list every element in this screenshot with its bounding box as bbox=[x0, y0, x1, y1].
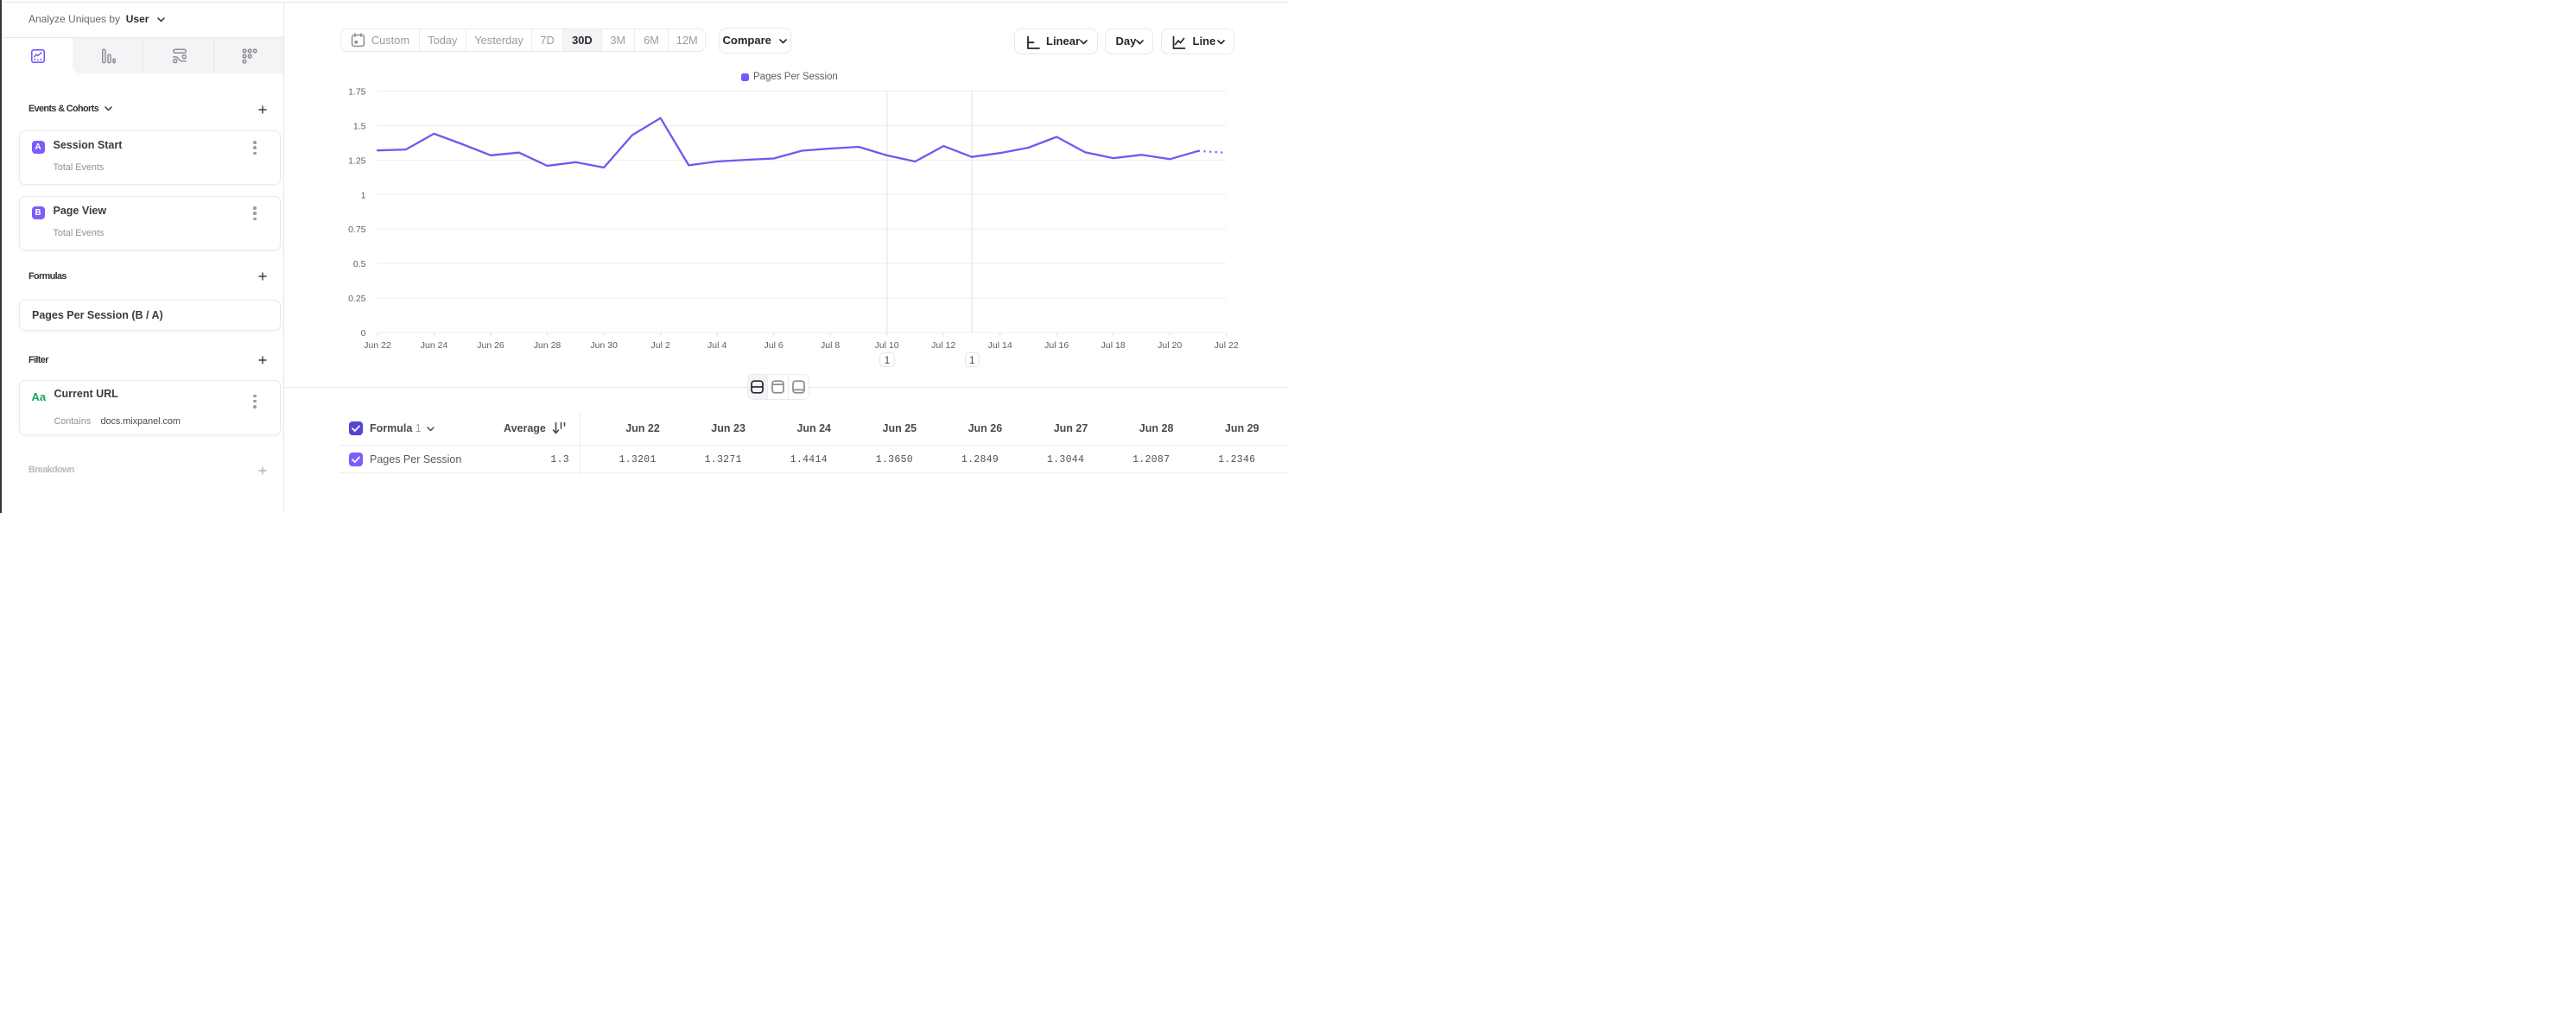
svg-text:Jul 10: Jul 10 bbox=[875, 340, 899, 351]
svg-text:0.25: 0.25 bbox=[348, 294, 366, 304]
svg-text:Jul 4: Jul 4 bbox=[707, 340, 726, 351]
svg-text:Jul 20: Jul 20 bbox=[1158, 340, 1182, 351]
svg-text:0.5: 0.5 bbox=[353, 259, 366, 269]
svg-text:Jun 22: Jun 22 bbox=[364, 340, 391, 351]
svg-text:1: 1 bbox=[361, 190, 366, 200]
svg-text:1.5: 1.5 bbox=[353, 122, 366, 132]
svg-text:Jun 24: Jun 24 bbox=[421, 340, 448, 351]
svg-text:Jul 14: Jul 14 bbox=[988, 340, 1012, 351]
svg-text:Jun 26: Jun 26 bbox=[477, 340, 504, 351]
svg-text:1.75: 1.75 bbox=[348, 87, 366, 98]
svg-text:Jul 6: Jul 6 bbox=[765, 340, 784, 351]
svg-text:1.25: 1.25 bbox=[348, 155, 366, 166]
svg-text:Jun 30: Jun 30 bbox=[590, 340, 618, 351]
svg-text:0: 0 bbox=[361, 328, 366, 339]
svg-text:Jul 16: Jul 16 bbox=[1044, 340, 1069, 351]
svg-text:Jul 22: Jul 22 bbox=[1215, 340, 1239, 351]
svg-text:Jul 18: Jul 18 bbox=[1101, 340, 1126, 351]
svg-text:Jun 28: Jun 28 bbox=[534, 340, 562, 351]
svg-text:Jul 8: Jul 8 bbox=[821, 340, 840, 351]
svg-text:Jul 12: Jul 12 bbox=[931, 340, 955, 351]
svg-text:Jul 2: Jul 2 bbox=[651, 340, 670, 351]
svg-text:0.75: 0.75 bbox=[348, 225, 366, 235]
